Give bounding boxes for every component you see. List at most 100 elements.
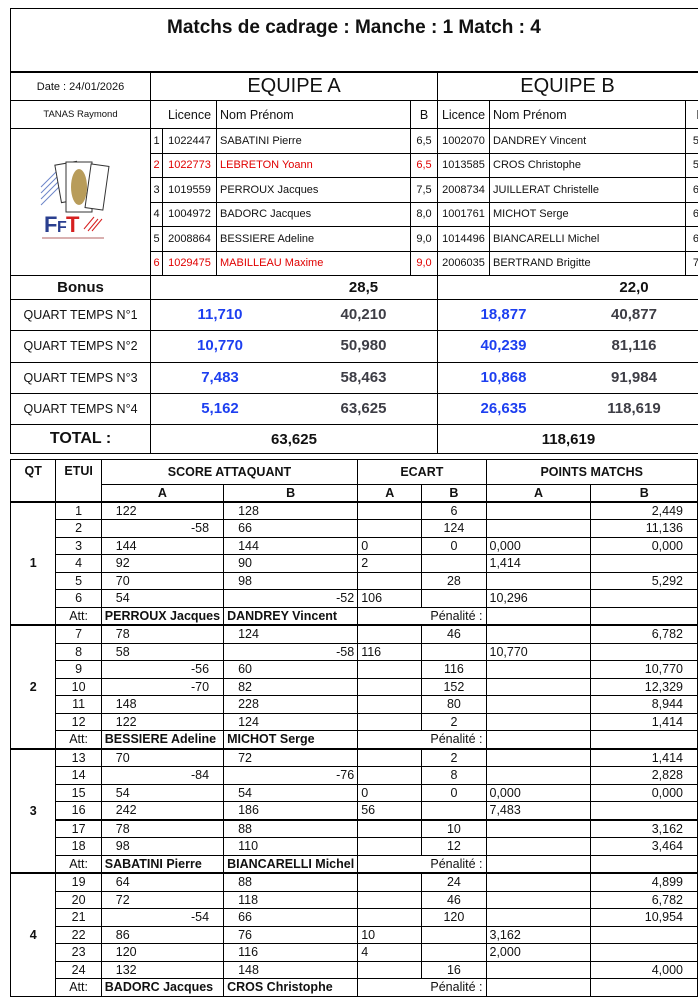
score-a-cell: 98 (100, 837, 225, 856)
penalty-b[interactable] (590, 730, 698, 749)
player-name: CROS Christophe (489, 152, 685, 177)
score-b-cell: -76 (223, 766, 359, 785)
ecart-a-cell (357, 712, 423, 731)
attacker-a: BADORC Jacques (100, 978, 225, 997)
team-a-quart-cell (150, 392, 437, 425)
points-b-cell (590, 642, 698, 661)
player-licence: 1004972 (162, 201, 216, 226)
player-number: 2 (150, 152, 162, 177)
etui-cell: 15 (55, 783, 102, 802)
score-b-cell: -58 (223, 642, 359, 661)
player-licence: 1001761 (437, 201, 489, 226)
ecart-a-cell (357, 908, 423, 927)
table-row: 5 70 98 28 5,292 (11, 571, 698, 590)
team-a-quart-cumul: 63,625 (340, 400, 387, 418)
team-a-quart-points: 7,483 (201, 368, 239, 386)
ecart-a-cell (357, 872, 423, 892)
team-a-title: EQUIPE A (150, 72, 437, 100)
score-a-cell: -70 (100, 677, 225, 696)
penalty-a[interactable] (485, 730, 592, 749)
player-bonus: 6,0 (685, 177, 698, 202)
penalty-label: Pénalité : (357, 978, 487, 997)
player-licence: 1002070 (437, 128, 489, 153)
penalty-b[interactable] (590, 978, 698, 997)
table-row: 2 7 78 124 46 6,782 (9, 624, 698, 749)
score-a-cell: 64 (100, 872, 225, 892)
referee-name: TANAS Raymond (10, 100, 150, 128)
points-a-cell (485, 890, 592, 909)
points-b-cell: 1,414 (590, 747, 698, 767)
player-name: SABATINI Pierre (216, 128, 410, 153)
team-b-quart-cumul: 81,116 (611, 337, 657, 355)
etui-cell: 14 (55, 766, 102, 785)
score-b-cell: 72 (223, 747, 359, 767)
score-b-cell: 88 (223, 872, 359, 892)
ecart-b-cell: 2 (421, 712, 487, 731)
points-a-cell: 2,000 (485, 943, 592, 962)
player-number: 3 (150, 177, 162, 202)
quarter-number: 1 (9, 500, 57, 626)
penalty-label: Pénalité : (357, 854, 487, 874)
penalty-a[interactable] (485, 854, 592, 874)
score-a-cell: 54 (100, 589, 225, 608)
player-bonus: 6,0 (685, 201, 698, 226)
etui-cell: 9 (55, 660, 102, 679)
penalty-label: Pénalité : (357, 730, 487, 749)
etui-cell: 16 (55, 801, 102, 820)
svg-text:T: T (66, 212, 80, 237)
col-ecart-b: B (421, 484, 487, 502)
team-b-quart-cumul: 40,877 (611, 306, 657, 324)
penalty-a[interactable] (485, 978, 592, 997)
quarter-number: 2 (9, 624, 57, 749)
ecart-a-cell (357, 890, 423, 909)
teamB-name-header: Nom Prénom (489, 100, 685, 128)
score-a-cell: 58 (100, 642, 225, 661)
etui-cell: 23 (55, 943, 102, 962)
ecart-a-cell: 116 (357, 642, 423, 661)
team-b-title: EQUIPE B (437, 72, 698, 100)
player-number: 1 (150, 128, 162, 153)
table-row: 16 242 186 56 7,483 (11, 801, 698, 820)
quart-label: QUART TEMPS N°4 (10, 392, 150, 425)
player-bonus: 5,0 (685, 128, 698, 153)
teamA-b-header: B (410, 100, 437, 128)
quart-label: QUART TEMPS N°2 (10, 330, 150, 362)
ecart-a-cell (357, 818, 423, 838)
col-ecart: ECART (357, 459, 487, 485)
col-etui: ETUI (55, 459, 102, 502)
ecart-a-cell (357, 519, 423, 538)
quarter-number: 3 (9, 747, 57, 874)
etui-cell: 21 (55, 908, 102, 927)
score-a-cell: 86 (100, 925, 225, 944)
att-label: Att: (55, 854, 102, 874)
points-b-cell: 10,954 (590, 908, 698, 927)
score-b-cell: 148 (223, 960, 359, 979)
penalty-b[interactable] (590, 854, 698, 874)
score-b-cell: 128 (223, 500, 359, 520)
ecart-b-cell: 46 (421, 890, 487, 909)
ecart-b-cell: 116 (421, 660, 487, 679)
ecart-b-cell: 0 (421, 783, 487, 802)
table-row: 11 148 228 80 8,944 (11, 695, 698, 714)
table-row: 6 54 -52 106 10,296 (11, 589, 698, 608)
points-b-cell: 0,000 (590, 536, 698, 555)
score-b-cell: 98 (223, 571, 359, 590)
table-row: 1 1 122 128 6 2,449 (9, 500, 698, 626)
points-a-cell (485, 818, 592, 838)
teamA-name-header: Nom Prénom (216, 100, 410, 128)
points-b-cell: 5,292 (590, 571, 698, 590)
total-label: TOTAL : (10, 424, 150, 454)
penalty-a[interactable] (485, 606, 592, 626)
ecart-b-cell: 28 (421, 571, 487, 590)
table-row: 24 132 148 16 4,000 (11, 960, 698, 979)
penalty-b[interactable] (590, 606, 698, 626)
ecart-a-cell (357, 571, 423, 590)
table-row: 9 -56 60 116 10,770 (11, 660, 698, 679)
etui-cell: 10 (55, 677, 102, 696)
player-bonus: 6,5 (685, 226, 698, 251)
score-b-cell: 66 (223, 908, 359, 927)
ecart-a-cell (357, 766, 423, 785)
team-b-quart-points: 40,239 (480, 337, 527, 355)
fft-logo: F F T (10, 128, 150, 275)
score-b-cell: 54 (223, 783, 359, 802)
